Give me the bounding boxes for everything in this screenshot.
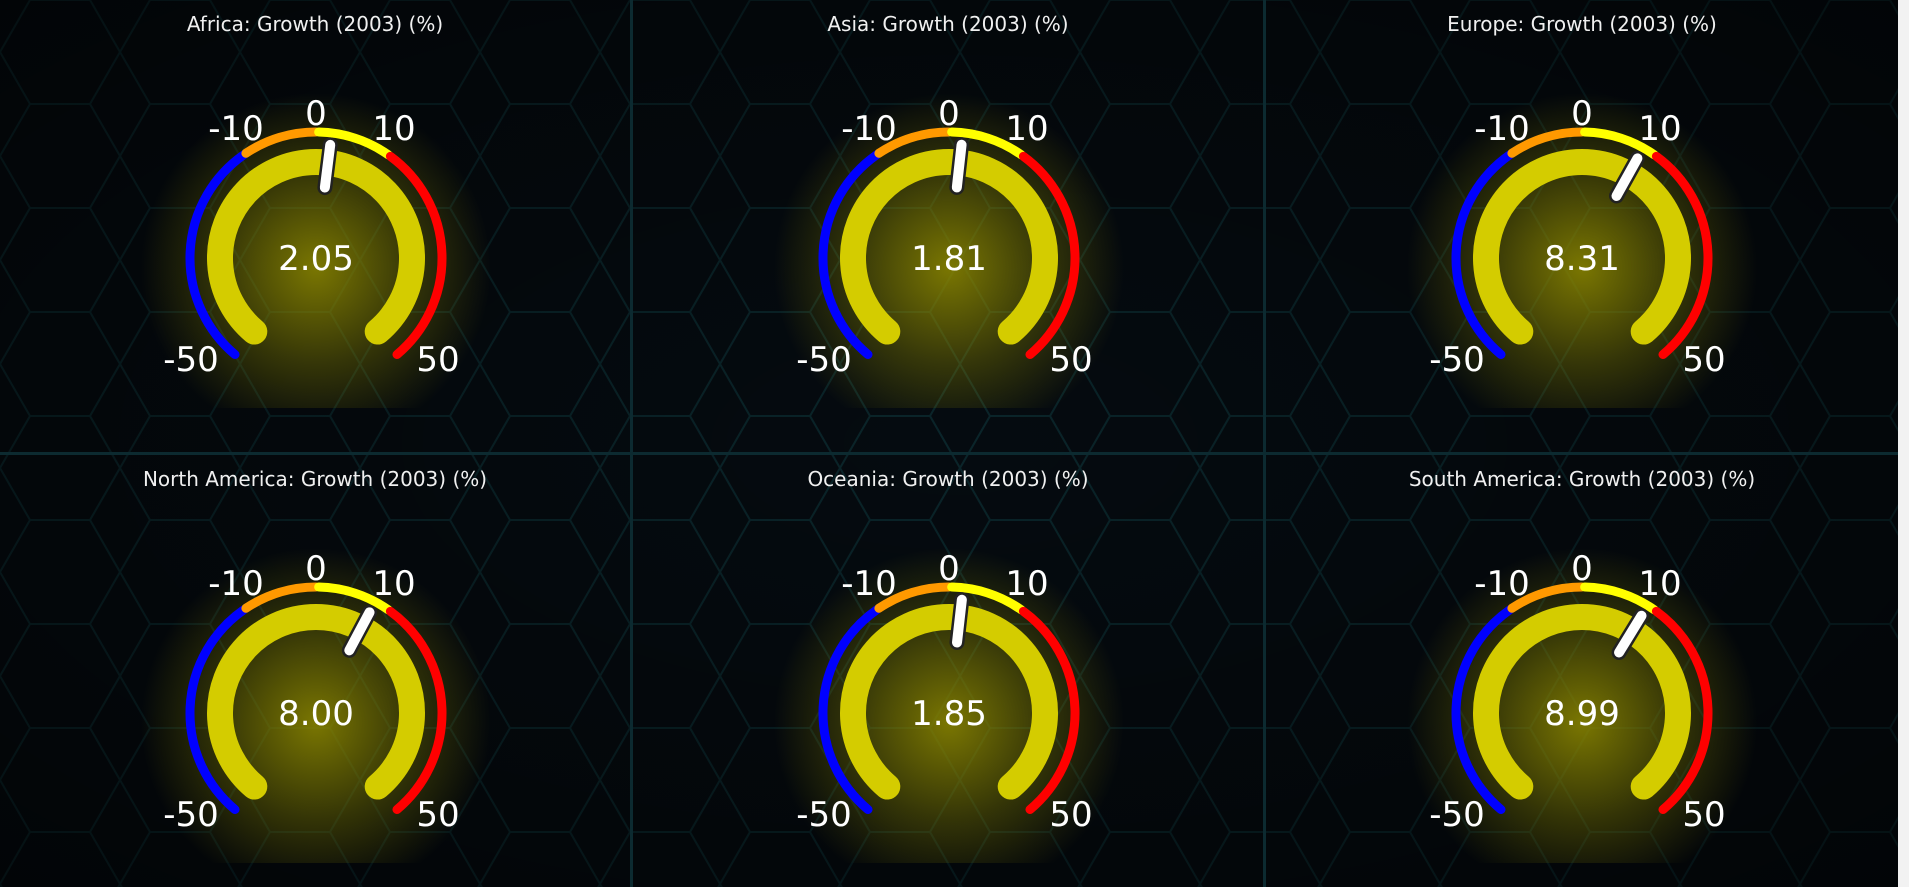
gauge-band-red — [385, 151, 447, 360]
gauge-band-yellow — [314, 127, 393, 160]
gauge-band-yellow — [314, 582, 393, 615]
gauge-value-arc — [207, 149, 425, 345]
gauge-tick-label: 10 — [1005, 564, 1048, 604]
gauge-band-yellow — [1580, 582, 1659, 615]
gauge-africa: -50 -10 0 10 50 2.05 — [141, 93, 491, 408]
gauge-tick-label: 10 — [372, 109, 415, 149]
gauge-tick-label: -10 — [208, 109, 264, 149]
gauge-tick-label: -10 — [1474, 109, 1530, 149]
gauge-tick-label: 50 — [1049, 340, 1092, 380]
gauge-value-arc — [1473, 149, 1691, 345]
gauge-tick-label: 0 — [1571, 549, 1593, 589]
gauge-tick-label: -50 — [796, 795, 852, 835]
gauge-title: Asia: Growth (2003) (%) — [827, 12, 1069, 36]
gauge-panel-south-america: South America: Growth (2003) (%) -50 -10 0… — [1266, 455, 1898, 887]
gauge-tick-label: 50 — [416, 795, 459, 835]
gauge-value-label: 1.85 — [911, 694, 987, 734]
gauge-band-blue — [1451, 605, 1515, 815]
gauge-band-yellow — [1580, 127, 1659, 160]
gauge-band-orange — [874, 582, 954, 613]
gauge-value-arc — [1473, 604, 1691, 800]
gauge-band-orange — [241, 582, 321, 613]
gauge-tick-label: -50 — [163, 340, 219, 380]
gauge-tick-label: -50 — [796, 340, 852, 380]
gauge-band-red — [1018, 151, 1080, 360]
gauge-panel-africa: Africa: Growth (2003) (%) -50 -10 0 10 50 2.0… — [0, 0, 633, 455]
gauge-tick-label: 50 — [1682, 795, 1725, 835]
gauge-value-arc — [840, 604, 1058, 800]
gauge-tick-label: -10 — [841, 564, 897, 604]
gauge-oceania: -50 -10 0 10 50 1.85 — [774, 548, 1124, 863]
gauge-value-label: 8.31 — [1544, 239, 1620, 279]
gauge-tick-label: 0 — [1571, 94, 1593, 134]
gauge-value-arc — [207, 604, 425, 800]
gauge-tick-label: -50 — [1429, 795, 1485, 835]
gauge-value-label: 8.00 — [278, 694, 354, 734]
gauge-title: North America: Growth (2003) (%) — [142, 467, 488, 491]
gauge-value-label: 8.99 — [1544, 694, 1620, 734]
gauge-band-red — [1651, 151, 1713, 360]
gauge-panel-oceania: Oceania: Growth (2003) (%) -50 -10 0 10 50 1.… — [633, 455, 1266, 887]
gauge-tick-label: 0 — [305, 94, 327, 134]
gauge-needle — [344, 607, 375, 656]
gauge-needle — [1611, 153, 1643, 201]
window-edge-strip — [1898, 0, 1909, 887]
gauge-value-label: 1.81 — [911, 239, 987, 279]
gauge-needle — [319, 139, 336, 193]
gauge-tick-label: 10 — [1638, 564, 1681, 604]
gauge-title: South America: Growth (2003) (%) — [1408, 467, 1756, 491]
gauge-tick-label: 50 — [416, 340, 459, 380]
gauge-panel-asia: Asia: Growth (2003) (%) -50 -10 0 10 50 1.81 — [633, 0, 1266, 455]
gauge-value-arc — [840, 149, 1058, 345]
gauge-panel-europe: Europe: Growth (2003) (%) -50 -10 0 10 50 8.3… — [1266, 0, 1898, 455]
gauge-tick-label: 0 — [938, 94, 960, 134]
gauge-band-red — [1018, 606, 1080, 815]
gauge-title: Africa: Growth (2003) (%) — [186, 12, 444, 36]
gauge-north-america: -50 -10 0 10 50 8.00 — [141, 548, 491, 863]
gauge-panel-north-america: North America: Growth (2003) (%) -50 -10 0… — [0, 455, 633, 887]
gauge-tick-label: 10 — [1005, 109, 1048, 149]
gauge-tick-label: 0 — [305, 549, 327, 589]
gauge-value-label: 2.05 — [278, 239, 354, 279]
gauge-needle — [1614, 610, 1647, 658]
gauge-title: Europe: Growth (2003) (%) — [1447, 12, 1717, 36]
gauge-band-blue — [818, 150, 882, 360]
gauge-band-orange — [241, 127, 321, 158]
gauge-tick-label: -50 — [163, 795, 219, 835]
gauge-tick-label: 0 — [938, 549, 960, 589]
gauge-tick-label: 10 — [1638, 109, 1681, 149]
gauge-title: Oceania: Growth (2003) (%) — [807, 467, 1089, 491]
gauge-needle — [952, 594, 967, 648]
gauge-tick-label: -10 — [1474, 564, 1530, 604]
gauge-band-orange — [1507, 582, 1587, 613]
gauge-europe: -50 -10 0 10 50 8.31 — [1407, 93, 1757, 408]
gauge-south-america: -50 -10 0 10 50 8.99 — [1407, 548, 1757, 863]
gauge-tick-label: 50 — [1682, 340, 1725, 380]
gauge-band-yellow — [947, 582, 1026, 615]
gauge-band-yellow — [947, 127, 1026, 160]
gauge-band-red — [1651, 606, 1713, 815]
gauge-band-blue — [818, 605, 882, 815]
gauge-needle — [951, 139, 967, 193]
gauge-asia: -50 -10 0 10 50 1.81 — [774, 93, 1124, 408]
gauge-tick-label: 50 — [1049, 795, 1092, 835]
gauge-band-blue — [185, 150, 249, 360]
gauge-band-blue — [185, 605, 249, 815]
gauge-tick-label: -50 — [1429, 340, 1485, 380]
gauge-band-blue — [1451, 150, 1515, 360]
gauge-band-orange — [874, 127, 954, 158]
gauge-tick-label: 10 — [372, 564, 415, 604]
gauge-band-red — [385, 606, 447, 815]
gauge-tick-label: -10 — [841, 109, 897, 149]
gauge-tick-label: -10 — [208, 564, 264, 604]
gauge-band-orange — [1507, 127, 1587, 158]
